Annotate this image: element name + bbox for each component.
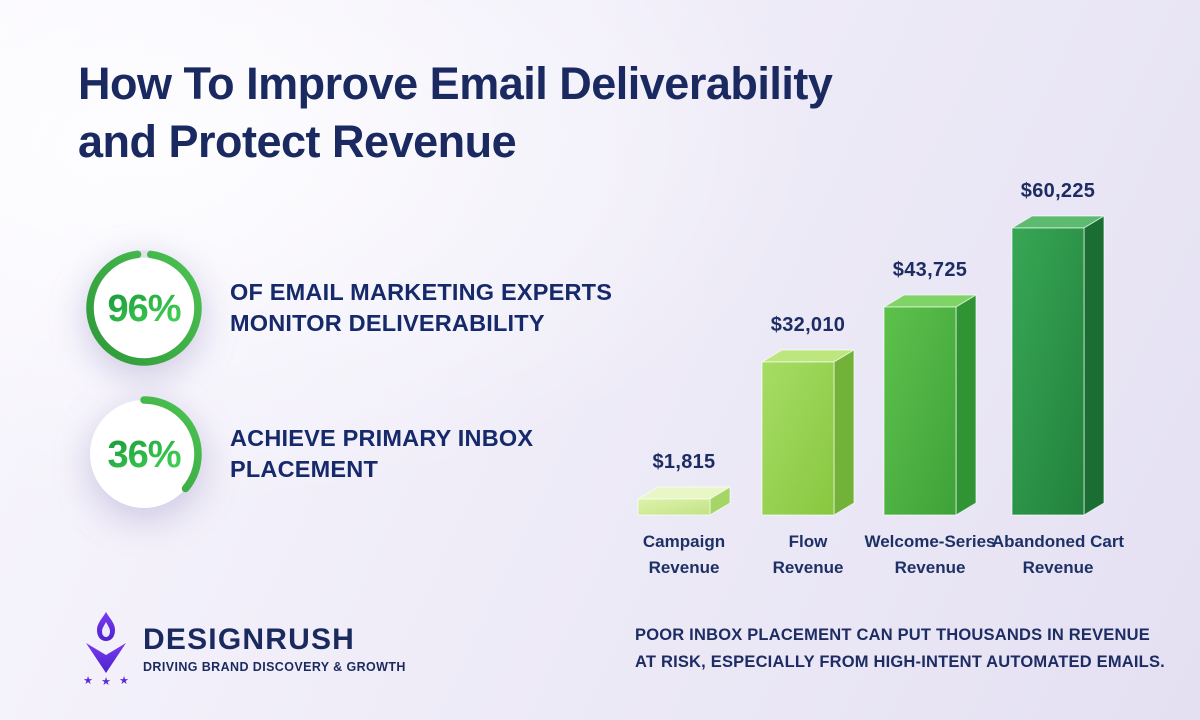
logo-text-block: DESIGNRUSH DRIVING BRAND DISCOVERY & GRO… bbox=[143, 623, 406, 674]
logo-flame-inner bbox=[102, 622, 110, 637]
stat-36-donut: 36% bbox=[82, 392, 206, 516]
bar-value-label: $32,010 bbox=[770, 314, 846, 336]
logo-v-icon bbox=[86, 643, 126, 673]
stat-36-arc bbox=[86, 396, 202, 512]
bar-category-label: Flow Revenue bbox=[772, 532, 844, 577]
logo-star-icon: ★ bbox=[83, 675, 93, 686]
revenue-bar-chart: $1,815 Campaign Revenue $32,010 Flow Revenu… bbox=[600, 170, 1180, 600]
stat-row-inbox-placement: 36% ACHIEVE PRIMARY INBOX PLACEMENT bbox=[82, 392, 580, 516]
footer-note-line-1: POOR INBOX PLACEMENT CAN PUT THOUSANDS I… bbox=[635, 626, 1150, 644]
stat-row-monitor-deliverability: 96% OF EMAIL MARKETING EXPERTS MONITOR D… bbox=[82, 246, 660, 370]
stat-36-value: 36% bbox=[107, 434, 180, 476]
stat-36-label: ACHIEVE PRIMARY INBOX PLACEMENT bbox=[230, 425, 534, 482]
logo-star-icon: ★ bbox=[119, 675, 129, 686]
bar-2 bbox=[883, 294, 977, 516]
bar-3 bbox=[1011, 215, 1105, 516]
bar-1 bbox=[761, 349, 855, 516]
logo-tagline: DRIVING BRAND DISCOVERY & GROWTH bbox=[143, 659, 406, 674]
stat-96-arc bbox=[86, 250, 202, 366]
stat-96-circle-bg bbox=[90, 254, 198, 362]
page-title: How To Improve Email Deliverability and … bbox=[78, 55, 833, 171]
bar-0 bbox=[637, 486, 731, 516]
stat-36-circle-bg bbox=[90, 400, 198, 508]
designrush-logo-icon: ★ ★ ★ bbox=[83, 612, 129, 686]
page-title-line-2: and Protect Revenue bbox=[78, 116, 517, 167]
logo-wordmark: DESIGNRUSH bbox=[143, 622, 356, 656]
stat-96-donut-svg: 96% bbox=[86, 250, 202, 366]
designrush-logo: ★ ★ ★ DESIGNRUSH DRIVING BRAND DISCOVERY… bbox=[80, 610, 406, 686]
bar-chart-svg bbox=[637, 215, 1105, 516]
bar-category-label: Welcome-Series Revenue bbox=[864, 532, 996, 577]
bar-value-label: $60,225 bbox=[1020, 180, 1096, 202]
page-title-line-1: How To Improve Email Deliverability bbox=[78, 58, 833, 109]
bar-category-label: Abandoned Cart Revenue bbox=[991, 532, 1125, 577]
stat-36-donut-svg: 36% bbox=[86, 396, 202, 512]
bar-value-label: $43,725 bbox=[892, 259, 968, 281]
stat-96-value: 96% bbox=[107, 288, 180, 330]
footer-note-line-2: AT RISK, ESPECIALLY FROM HIGH-INTENT AUT… bbox=[635, 653, 1165, 671]
bar-value-label: $1,815 bbox=[652, 451, 716, 473]
stat-96-donut: 96% bbox=[82, 246, 206, 370]
logo-star-icon: ★ bbox=[101, 676, 111, 686]
bar-category-label: Campaign Revenue bbox=[642, 532, 726, 577]
footer-note: POOR INBOX PLACEMENT CAN PUT THOUSANDS I… bbox=[635, 622, 1195, 676]
stat-96-label: OF EMAIL MARKETING EXPERTS MONITOR DELIV… bbox=[230, 279, 613, 336]
